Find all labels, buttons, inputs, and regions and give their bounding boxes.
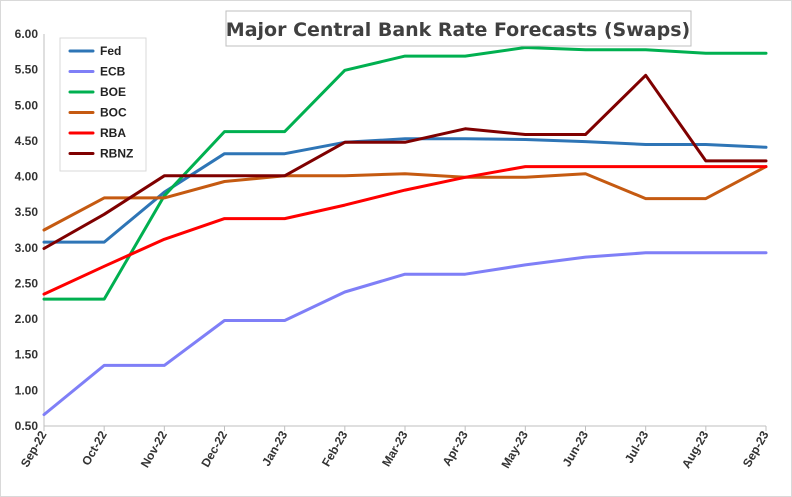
y-tick-label: 2.00 (15, 312, 39, 326)
y-tick-label: 3.00 (15, 241, 39, 255)
y-tick-label: 6.00 (15, 27, 39, 41)
series-line-rba (42, 165, 768, 296)
y-tick-label: 4.00 (15, 170, 39, 184)
series-line-boe (42, 46, 768, 301)
y-tick-label: 1.00 (15, 383, 39, 397)
y-tick-label: 4.50 (15, 134, 39, 148)
y-tick-label: 1.50 (15, 348, 39, 362)
y-tick-label: 3.50 (15, 205, 39, 219)
legend-label-fed: Fed (100, 44, 121, 58)
chart-title-box (225, 10, 692, 47)
y-tick-label: 2.50 (15, 276, 39, 290)
legend-label-rbnz: RBNZ (100, 147, 133, 161)
legend-label-boc: BOC (100, 106, 127, 120)
series-line-fed (42, 137, 768, 244)
legend-label-rba: RBA (100, 126, 126, 140)
legend-box (59, 37, 147, 172)
legend-label-boe: BOE (100, 85, 126, 99)
chart-title: Major Central Bank Rate Forecasts (Swaps… (226, 19, 690, 41)
y-tick-label: 0.50 (15, 419, 39, 433)
legend-label-ecb: ECB (100, 65, 126, 79)
y-tick-label: 5.00 (15, 98, 39, 112)
y-tick-label: 5.50 (15, 63, 39, 77)
series-line-ecb (42, 251, 768, 417)
series-line-rbnz (42, 73, 768, 250)
series-line-boc (42, 165, 768, 232)
